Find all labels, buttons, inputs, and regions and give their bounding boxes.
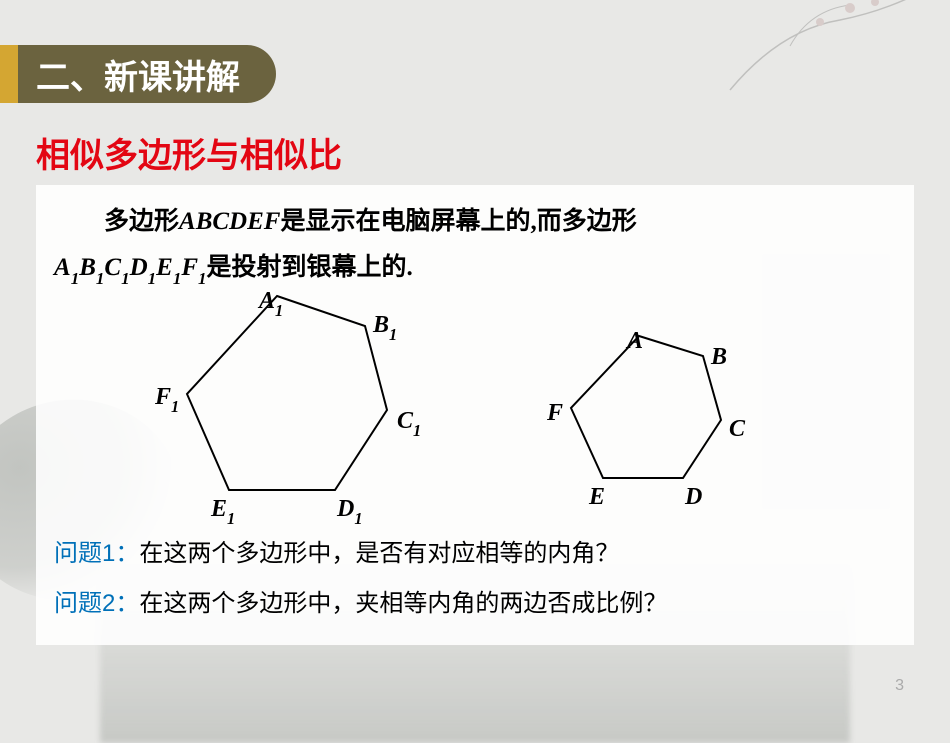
vertex-label-A1: A1 bbox=[259, 288, 283, 319]
question-2: 问题2：在这两个多边形中，夹相等内角的两边否成比例？ bbox=[54, 584, 896, 625]
vertex-label-E: E bbox=[589, 484, 605, 511]
content-area: 多边形ABCDEF是显示在电脑屏幕上的,而多边形 A1B1C1D1E1F1是投射… bbox=[36, 185, 914, 645]
q2-label: 问题2： bbox=[54, 590, 139, 617]
questions: 问题1：在这两个多边形中，是否有对应相等的内角？ 问题2：在这两个多边形中，夹相… bbox=[54, 534, 896, 626]
q1-label: 问题1： bbox=[54, 540, 139, 567]
vertex-label-F: F bbox=[547, 400, 563, 427]
vertex-label-D: D bbox=[685, 484, 702, 511]
header-bar: 二、新课讲解 bbox=[0, 45, 276, 103]
background-branch bbox=[720, 0, 920, 110]
para-poly2: A1B1C1D1E1F1 bbox=[54, 254, 207, 281]
header-title: 二、新课讲解 bbox=[18, 45, 276, 103]
page-number: 3 bbox=[895, 677, 904, 695]
hexagon-small-wrap: ABCDEF bbox=[563, 334, 763, 514]
header-accent bbox=[0, 45, 18, 103]
vertex-label-D1: D1 bbox=[337, 496, 363, 527]
subtitle: 相似多边形与相似比 bbox=[36, 128, 342, 177]
question-1: 问题1：在这两个多边形中，是否有对应相等的内角？ bbox=[54, 534, 896, 575]
vertex-label-B1: B1 bbox=[373, 312, 397, 343]
q2-text: 在这两个多边形中，夹相等内角的两边否成比例？ bbox=[139, 590, 667, 617]
paragraph: 多边形ABCDEF是显示在电脑屏幕上的,而多边形 A1B1C1D1E1F1是投射… bbox=[54, 199, 896, 292]
para-line1-pre: 多边形 bbox=[104, 208, 179, 235]
para-line2-post: 是投射到银幕上的. bbox=[207, 254, 413, 281]
para-line1-post: 是显示在电脑屏幕上的,而多边形 bbox=[280, 208, 636, 235]
hexagon-large-wrap: A1B1C1D1E1F1 bbox=[177, 294, 437, 524]
vertex-label-C: C bbox=[729, 416, 745, 443]
vertex-label-F1: F1 bbox=[155, 384, 179, 415]
q1-text: 在这两个多边形中，是否有对应相等的内角？ bbox=[139, 540, 619, 567]
vertex-label-B: B bbox=[711, 344, 727, 371]
vertex-label-A: A bbox=[627, 328, 643, 355]
vertex-label-E1: E1 bbox=[211, 496, 235, 527]
vertex-label-C1: C1 bbox=[397, 408, 421, 439]
figures-row: A1B1C1D1E1F1 ABCDEF bbox=[54, 294, 896, 524]
para-poly1: ABCDEF bbox=[179, 208, 280, 235]
